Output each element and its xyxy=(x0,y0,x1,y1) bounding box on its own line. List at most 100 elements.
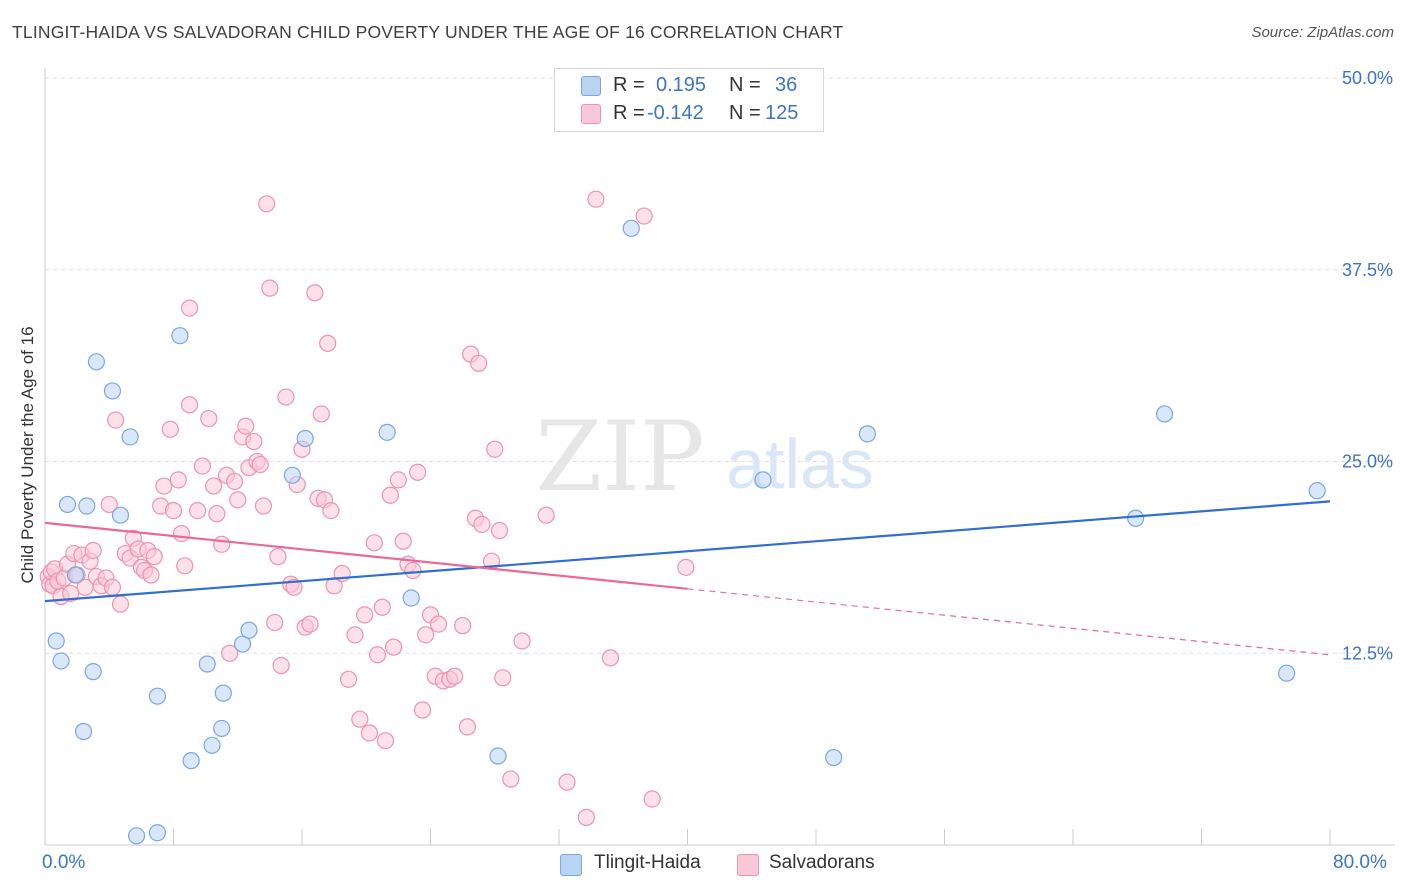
salvadorans-point xyxy=(346,626,364,644)
salvadorans-point xyxy=(502,770,520,788)
legend-row-salvadorans: R = -0.142 N = 125 xyxy=(555,101,823,127)
salvadorans-point xyxy=(142,566,160,584)
y-axis-label: Child Poverty Under the Age of 16 xyxy=(18,326,37,583)
salvadorans-trend-line xyxy=(44,521,688,590)
legend-r-value: 0.195 xyxy=(656,74,707,96)
tlingit-haida-point xyxy=(378,423,396,441)
salvadorans-point xyxy=(339,670,358,688)
tlingit-haida-point xyxy=(171,327,189,345)
salvadorans-point xyxy=(490,521,509,540)
salvadorans-point xyxy=(513,632,531,650)
tlingit-haida-point xyxy=(111,506,130,524)
salvadorans-point xyxy=(237,417,255,435)
salvadorans-point xyxy=(103,578,122,596)
salvadorans-point xyxy=(429,615,448,633)
salvadorans-point xyxy=(677,558,695,576)
salvadorans-point xyxy=(389,471,407,489)
tlingit-haida-point xyxy=(127,827,146,845)
salvadorans-point xyxy=(322,501,340,520)
chart-title: TLINGIT-HAIDA VS SALVADORAN CHILD POVERT… xyxy=(12,22,844,42)
tlingit-haida-point xyxy=(66,566,85,584)
salvadorans-trend-line-dashed xyxy=(687,588,1331,656)
salvadorans-point xyxy=(319,334,337,352)
tlingit-haida-point xyxy=(103,382,122,400)
salvadorans-point xyxy=(180,299,199,317)
salvadorans-point xyxy=(394,532,412,550)
tlingit-haida-point xyxy=(825,748,843,767)
salvadorans-point xyxy=(213,535,231,553)
tlingit-haida-point xyxy=(78,497,96,515)
salvadorans-point xyxy=(458,718,477,736)
salvadorans-point xyxy=(261,279,279,297)
salvadorans-point xyxy=(558,773,576,791)
y-tick-label: 37.5% xyxy=(1342,260,1393,280)
salvadorans-point xyxy=(62,584,80,603)
tlingit-haida-point xyxy=(1278,664,1296,682)
tlingit-haida-point xyxy=(402,589,420,607)
legend-n-value: 125 xyxy=(765,102,799,124)
salvadorans-point xyxy=(417,626,435,644)
salvadorans-point xyxy=(180,396,199,414)
salvadorans-point xyxy=(277,388,295,406)
tlingit-haida-point xyxy=(58,495,77,514)
salvadorans-point xyxy=(285,578,303,596)
salvadorans-point xyxy=(245,432,263,451)
salvadorans-point xyxy=(368,646,387,664)
tlingit-haida-point xyxy=(296,429,314,448)
salvadorans-point xyxy=(470,354,488,372)
tlingit-haida-point xyxy=(622,219,640,237)
tlingit-haida-point xyxy=(489,747,507,765)
tlingit-haida-point xyxy=(121,428,139,446)
salvadorans-point xyxy=(381,486,399,504)
legend-r-value: -0.142 xyxy=(647,102,704,124)
watermark-zip: ZIP xyxy=(535,401,704,513)
tlingit-haida-point xyxy=(47,632,65,650)
salvadorans-point xyxy=(188,501,207,520)
salvadorans-point xyxy=(169,471,187,489)
salvadorans-point xyxy=(221,644,239,662)
legend-n-label: N = xyxy=(729,102,761,124)
salvadorans-point xyxy=(225,472,244,491)
legend-n-value: 36 xyxy=(775,74,798,96)
legend-r-label: R = xyxy=(613,74,645,96)
tlingit-haida-point xyxy=(74,722,93,741)
tlingit-haida-points xyxy=(47,219,1326,845)
x-axis-min-label: 0.0% xyxy=(42,852,86,873)
salvadorans-point xyxy=(384,638,403,656)
salvadorans-point xyxy=(254,497,273,515)
salvadorans-point xyxy=(176,557,194,575)
axes xyxy=(44,68,1395,846)
tlingit-haida-point xyxy=(858,425,877,443)
y-tick-label: 12.5% xyxy=(1342,643,1393,663)
bottom-legend-swatch-blue xyxy=(560,854,582,876)
salvadorans-point xyxy=(258,195,276,213)
legend-r-label: R = xyxy=(613,102,645,124)
salvadorans-point xyxy=(306,284,324,302)
salvadorans-point xyxy=(413,701,432,719)
salvadorans-point xyxy=(445,667,464,685)
salvadorans-point xyxy=(145,548,163,566)
salvadorans-point xyxy=(376,732,395,750)
salvadorans-point xyxy=(373,598,391,616)
tlingit-haida-point xyxy=(214,684,232,702)
correlation-legend: R = 0.195 N = 36 R = -0.142 N = 125 xyxy=(554,68,824,132)
salvadorans-point xyxy=(84,541,102,560)
tlingit-haida-point xyxy=(148,687,167,705)
salvadorans-points xyxy=(39,190,695,826)
salvadorans-point xyxy=(172,524,191,543)
salvadorans-point xyxy=(635,207,653,225)
salvadorans-point xyxy=(208,505,226,523)
salvadorans-point xyxy=(111,595,130,613)
source-credit: Source: ZipAtlas.com xyxy=(1251,24,1394,41)
salvadorans-point xyxy=(200,409,218,428)
watermark-atlas: atlas xyxy=(726,425,874,503)
tlingit-haida-point xyxy=(754,471,772,489)
y-tick-labels: 12.5% 25.0% 37.5% 50.0% xyxy=(1342,68,1393,663)
tlingit-haida-point xyxy=(1155,405,1174,423)
y-tick-label: 50.0% xyxy=(1342,68,1393,88)
salvadorans-point xyxy=(269,548,287,566)
tlingit-haida-point xyxy=(1308,482,1326,500)
salvadorans-point xyxy=(404,561,422,580)
salvadorans-point xyxy=(351,710,369,728)
